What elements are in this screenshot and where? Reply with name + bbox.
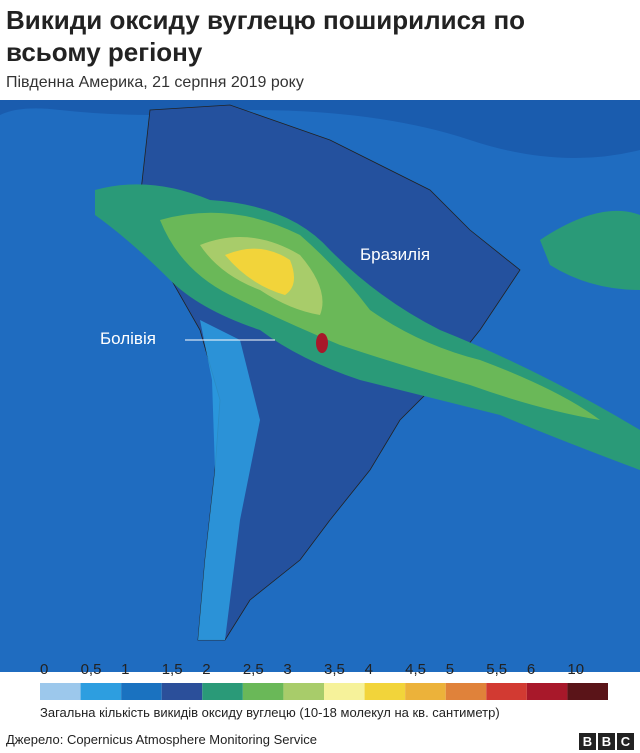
legend-label: 3 xyxy=(283,661,291,678)
legend-label: 3,5 xyxy=(324,661,345,678)
plume-east xyxy=(540,210,640,290)
legend-swatch xyxy=(405,683,446,700)
legend-swatch xyxy=(40,683,81,700)
legend-swatch xyxy=(202,683,243,700)
legend-caption: Загальна кількість викидів оксиду вуглец… xyxy=(40,705,500,720)
legend-label: 0 xyxy=(40,661,48,678)
legend-label: 4 xyxy=(365,661,373,678)
title: Викиди оксиду вуглецю поширилися по всьо… xyxy=(6,5,526,67)
legend-swatch xyxy=(567,683,608,700)
logo-letter: B xyxy=(598,733,615,750)
legend-swatch xyxy=(486,683,527,700)
hotspot xyxy=(225,248,294,295)
legend-label: 4,5 xyxy=(405,661,426,678)
legend-swatch xyxy=(121,683,162,700)
legend-swatch xyxy=(161,683,203,700)
logo-letter: C xyxy=(617,733,634,750)
map-label: Бразилія xyxy=(360,245,430,264)
legend-label: 0,5 xyxy=(81,661,102,678)
legend-label: 5,5 xyxy=(486,661,507,678)
fire-spot xyxy=(316,333,328,353)
andes-zone xyxy=(198,320,260,640)
legend-swatch xyxy=(526,683,568,700)
legend-swatch xyxy=(445,683,487,700)
legend-swatch xyxy=(283,683,324,700)
legend: 0 0,5 1 1,5 2 2,5 3 3,5 4 4,5 5 5,5 6 10 xyxy=(40,661,608,700)
legend-label: 1,5 xyxy=(162,661,183,678)
legend-swatch xyxy=(324,683,365,700)
subtitle: Південна Америка, 21 серпня 2019 року xyxy=(6,74,304,91)
legend-label: 5 xyxy=(446,661,454,678)
legend-label: 10 xyxy=(567,661,584,678)
legend-label: 2,5 xyxy=(243,661,264,678)
legend-label: 1 xyxy=(121,661,129,678)
source: Джерело: Copernicus Atmosphere Monitorin… xyxy=(6,732,317,747)
legend-swatch xyxy=(364,683,406,700)
legend-label: 6 xyxy=(527,661,535,678)
logo-letter: B xyxy=(579,733,596,750)
legend-swatch xyxy=(80,683,122,700)
legend-swatch xyxy=(242,683,284,700)
legend-label: 2 xyxy=(202,661,210,678)
map-label: Болівія xyxy=(100,329,156,348)
